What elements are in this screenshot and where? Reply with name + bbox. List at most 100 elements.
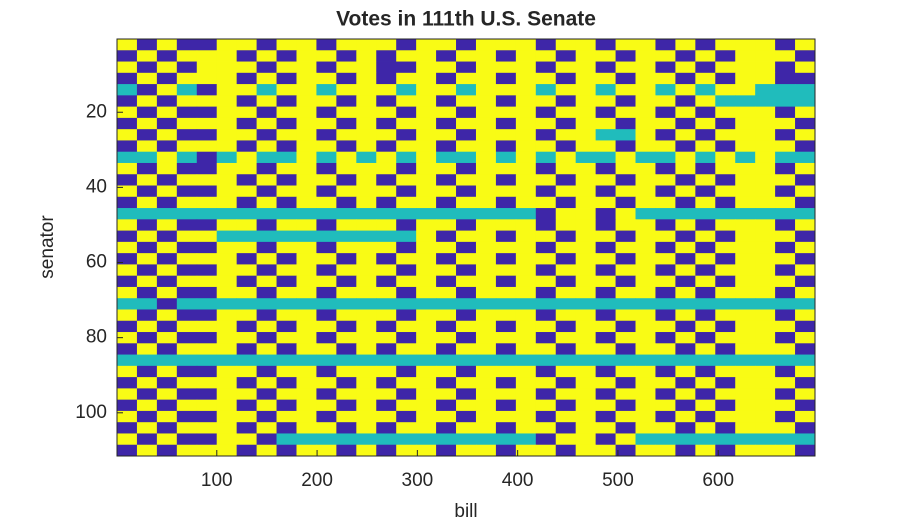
cell xyxy=(595,354,616,367)
cell xyxy=(635,253,656,265)
cell xyxy=(276,354,297,367)
cell xyxy=(655,61,676,74)
cell xyxy=(595,410,616,423)
cell xyxy=(615,298,636,310)
cell xyxy=(176,354,198,367)
cell xyxy=(615,95,636,108)
cell xyxy=(276,117,297,130)
cell xyxy=(256,106,277,119)
cell xyxy=(136,286,158,299)
cell xyxy=(196,162,218,175)
cell xyxy=(755,219,776,231)
cell xyxy=(376,196,397,209)
cell xyxy=(256,50,277,62)
cell xyxy=(396,286,417,299)
cell xyxy=(535,354,557,367)
cell xyxy=(775,162,796,175)
cell xyxy=(575,433,597,446)
cell xyxy=(356,365,377,378)
cell xyxy=(296,117,317,130)
cell xyxy=(635,377,656,389)
cell xyxy=(436,174,457,186)
cell xyxy=(575,320,597,333)
cell xyxy=(795,174,816,186)
cell xyxy=(575,208,597,220)
cell xyxy=(795,140,816,153)
cell xyxy=(795,61,816,74)
cell xyxy=(575,72,597,85)
cell xyxy=(236,174,257,186)
cell xyxy=(675,332,696,344)
cell xyxy=(296,140,317,153)
cell xyxy=(216,286,238,299)
cell xyxy=(735,72,756,85)
cell xyxy=(276,230,297,243)
cell xyxy=(316,61,337,74)
cell xyxy=(775,332,796,344)
cell xyxy=(236,332,257,344)
cell xyxy=(575,332,597,344)
cell xyxy=(555,117,577,130)
cell xyxy=(535,241,557,254)
cell xyxy=(475,72,497,85)
cell xyxy=(575,140,597,153)
cell xyxy=(535,174,557,186)
cell xyxy=(695,343,716,355)
cell xyxy=(575,117,597,130)
cell xyxy=(495,298,517,310)
cell xyxy=(715,388,736,401)
cell xyxy=(256,95,277,108)
cell xyxy=(715,129,736,141)
cell xyxy=(456,388,477,401)
cell xyxy=(336,162,357,175)
cell xyxy=(117,151,138,164)
cell xyxy=(256,140,277,153)
cell xyxy=(475,433,497,446)
cell xyxy=(615,377,636,389)
cell xyxy=(675,230,696,243)
cell xyxy=(535,264,557,277)
cell xyxy=(236,50,257,62)
cell xyxy=(296,95,317,108)
cell xyxy=(595,286,616,299)
cell xyxy=(196,433,218,446)
cell xyxy=(495,422,517,434)
cell xyxy=(515,399,537,412)
cell xyxy=(795,196,816,209)
cell xyxy=(256,332,277,344)
cell xyxy=(595,95,616,108)
cell xyxy=(336,230,357,243)
cell xyxy=(595,140,616,153)
cell xyxy=(755,185,776,198)
cell xyxy=(216,162,238,175)
cell xyxy=(755,264,776,277)
cell xyxy=(775,174,796,186)
cell xyxy=(456,39,477,51)
cell xyxy=(216,422,238,434)
cell xyxy=(376,433,397,446)
cell xyxy=(376,332,397,344)
cell xyxy=(216,151,238,164)
cell xyxy=(655,39,676,51)
cell xyxy=(615,241,636,254)
cell xyxy=(475,354,497,367)
cell xyxy=(475,365,497,378)
cell xyxy=(196,117,218,130)
cell xyxy=(316,264,337,277)
cell xyxy=(176,61,198,74)
cell xyxy=(575,422,597,434)
cell xyxy=(256,309,277,322)
cell xyxy=(276,129,297,141)
cell xyxy=(236,264,257,277)
cell xyxy=(695,39,716,51)
cell xyxy=(416,354,437,367)
cell xyxy=(176,95,198,108)
cell xyxy=(196,365,218,378)
cell xyxy=(236,354,257,367)
cell xyxy=(715,309,736,322)
cell xyxy=(456,185,477,198)
cell xyxy=(416,208,437,220)
cell xyxy=(436,208,457,220)
cell xyxy=(456,151,477,164)
cell xyxy=(795,117,816,130)
